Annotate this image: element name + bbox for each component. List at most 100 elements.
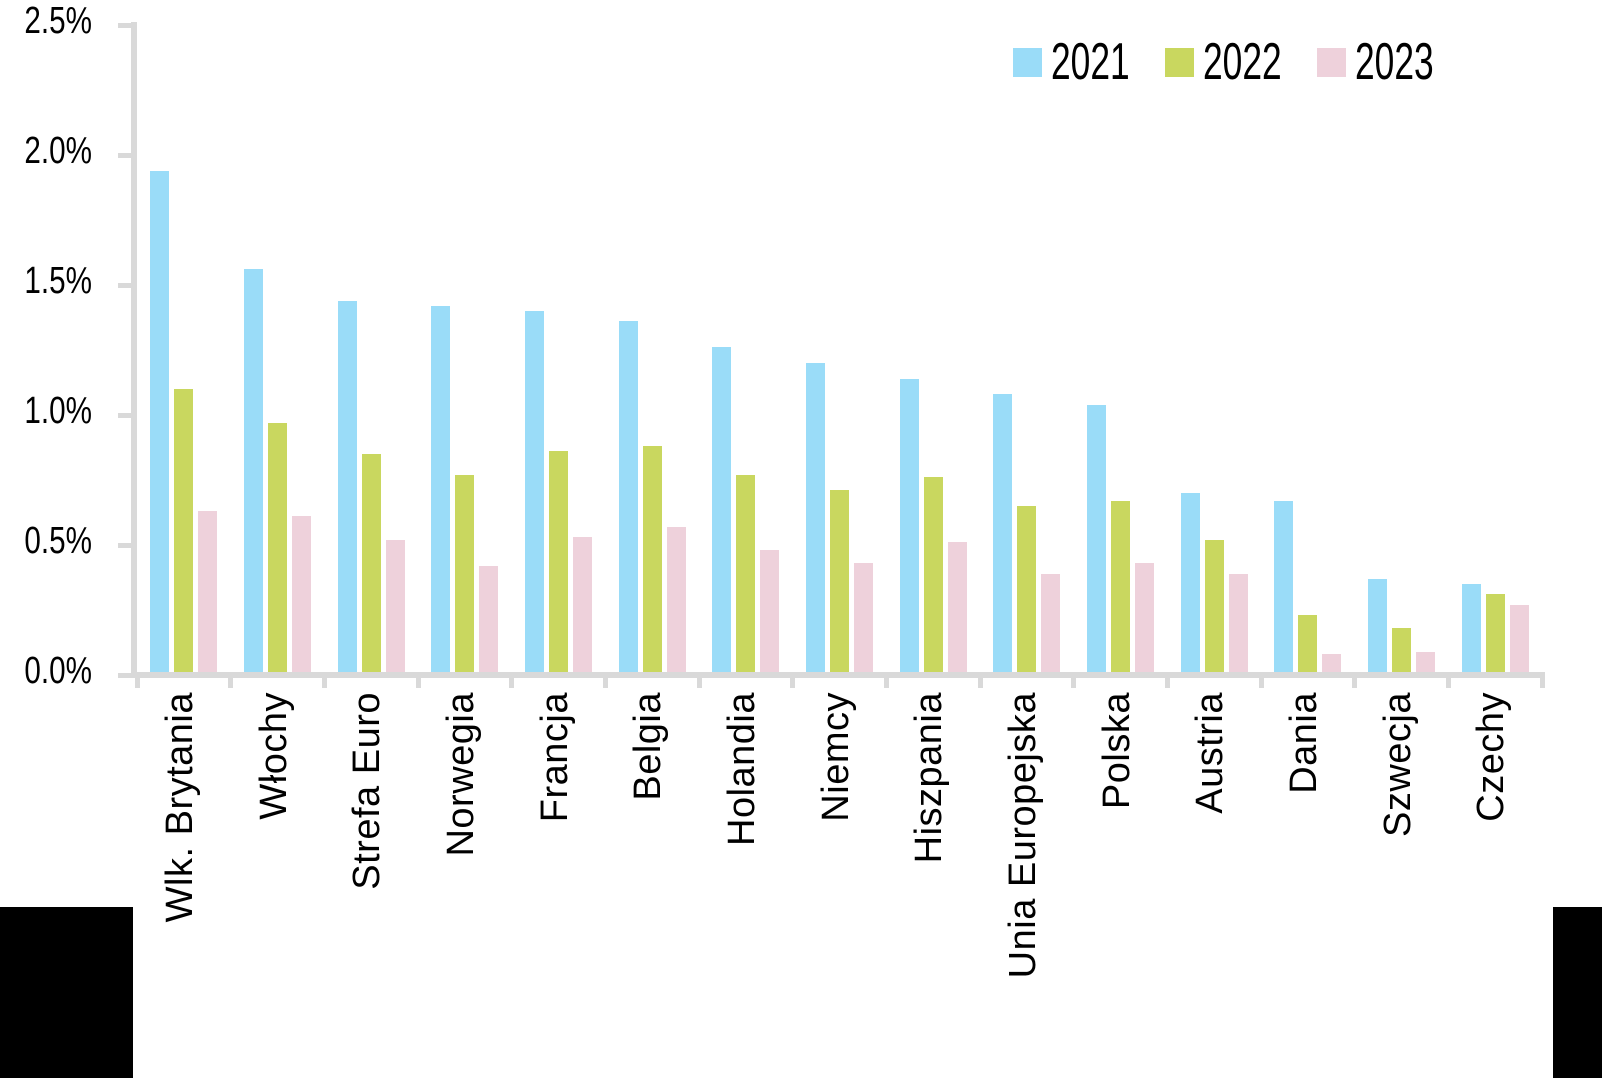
bar-2022 xyxy=(267,423,287,672)
bar-2021 xyxy=(618,321,638,672)
y-tick-mark xyxy=(118,672,132,678)
bar-group xyxy=(605,22,699,672)
bar-group xyxy=(418,22,512,672)
bar-2022 xyxy=(174,389,194,672)
bar-group xyxy=(980,22,1074,672)
x-category-label: Austria xyxy=(1189,692,1232,814)
bar-2023 xyxy=(853,563,873,672)
legend-item-2023: 2023 xyxy=(1317,34,1437,90)
x-category-label: Dania xyxy=(1282,692,1325,794)
bar-2021 xyxy=(1180,493,1200,672)
bar-2021 xyxy=(712,347,732,672)
x-axis-line xyxy=(131,672,1545,678)
redaction-box-right xyxy=(1553,907,1602,1078)
x-tick-mark xyxy=(696,673,702,688)
bar-2023 xyxy=(947,542,967,672)
bar-2022 xyxy=(1298,615,1318,672)
x-category-label: Włochy xyxy=(252,692,295,820)
bar-2021 xyxy=(337,301,357,672)
x-tick-mark xyxy=(1539,673,1545,688)
y-tick-mark xyxy=(118,282,132,288)
x-tick-mark xyxy=(228,673,234,688)
bar-group xyxy=(231,22,325,672)
bar-2023 xyxy=(1322,654,1342,672)
x-category-label: Holandia xyxy=(720,692,763,846)
bar-group xyxy=(1074,22,1168,672)
bar-2023 xyxy=(1415,652,1435,672)
y-tick-mark xyxy=(118,22,132,28)
legend-item-2022: 2022 xyxy=(1165,34,1285,90)
bar-2023 xyxy=(198,511,218,672)
legend-item-2021: 2021 xyxy=(1013,34,1133,90)
legend-swatch-2022 xyxy=(1165,47,1194,77)
y-tick-label: 2.5% xyxy=(24,0,93,42)
x-category-label: Polska xyxy=(1095,692,1138,810)
bar-2023 xyxy=(291,516,311,672)
y-tick-mark xyxy=(118,152,132,158)
bar-2021 xyxy=(993,394,1013,672)
bar-group xyxy=(1355,22,1449,672)
bar-2021 xyxy=(524,311,544,672)
y-tick-label: 1.5% xyxy=(24,260,93,302)
bar-2022 xyxy=(736,475,756,672)
bar-2022 xyxy=(455,475,475,672)
bar-2021 xyxy=(1367,579,1387,672)
bar-2023 xyxy=(1228,574,1248,672)
bar-group xyxy=(793,22,887,672)
legend-label-2022: 2022 xyxy=(1203,33,1282,91)
x-category-label: Niemcy xyxy=(814,692,857,822)
y-tick-label: 2.0% xyxy=(24,130,93,172)
bar-2021 xyxy=(431,306,451,672)
bar-group xyxy=(137,22,231,672)
x-category-label: Francja xyxy=(533,692,576,823)
y-axis-line xyxy=(131,22,137,678)
bar-2022 xyxy=(1391,628,1411,672)
bar-2023 xyxy=(666,527,686,672)
y-tick-label: 0.0% xyxy=(24,650,93,692)
bar-2022 xyxy=(1204,540,1224,672)
bar-2023 xyxy=(479,566,499,672)
bar-2023 xyxy=(385,540,405,672)
legend-label-2021: 2021 xyxy=(1051,33,1130,91)
x-tick-mark xyxy=(415,673,421,688)
x-category-label: Belgia xyxy=(627,692,670,801)
bar-group xyxy=(1261,22,1355,672)
legend-label-2023: 2023 xyxy=(1355,33,1434,91)
x-tick-mark xyxy=(602,673,608,688)
bar-2021 xyxy=(1461,584,1481,672)
legend-swatch-2021 xyxy=(1013,47,1042,77)
x-tick-mark xyxy=(321,673,327,688)
legend: 2021 2022 2023 xyxy=(1013,34,1437,90)
x-tick-mark xyxy=(1164,673,1170,688)
x-tick-mark xyxy=(1258,673,1264,688)
x-category-label: Szwecja xyxy=(1376,692,1419,837)
x-tick-mark xyxy=(1445,673,1451,688)
bar-group xyxy=(1448,22,1542,672)
bar-2021 xyxy=(150,171,170,672)
y-tick-mark xyxy=(118,412,132,418)
x-category-label: Czechy xyxy=(1470,692,1513,822)
bar-2022 xyxy=(1017,506,1037,672)
bar-2021 xyxy=(243,269,263,672)
y-tick-label: 0.5% xyxy=(24,520,93,562)
bar-2021 xyxy=(1086,405,1106,672)
bar-group xyxy=(512,22,606,672)
bar-2022 xyxy=(829,490,849,672)
bar-2023 xyxy=(1509,605,1529,672)
bar-2021 xyxy=(805,363,825,672)
bar-2022 xyxy=(548,451,568,672)
bar-2021 xyxy=(1274,501,1294,672)
x-category-label: Hiszpania xyxy=(908,692,951,864)
x-tick-mark xyxy=(1352,673,1358,688)
bar-group xyxy=(1167,22,1261,672)
x-tick-mark xyxy=(790,673,796,688)
x-category-label: Norwegia xyxy=(439,692,482,857)
bar-group xyxy=(699,22,793,672)
x-category-label: Wlk. Brytania xyxy=(158,692,201,923)
bar-2021 xyxy=(899,379,919,672)
bar-group xyxy=(886,22,980,672)
bar-2022 xyxy=(923,477,943,672)
bar-group xyxy=(324,22,418,672)
x-category-label: Unia Europejska xyxy=(1001,692,1044,979)
